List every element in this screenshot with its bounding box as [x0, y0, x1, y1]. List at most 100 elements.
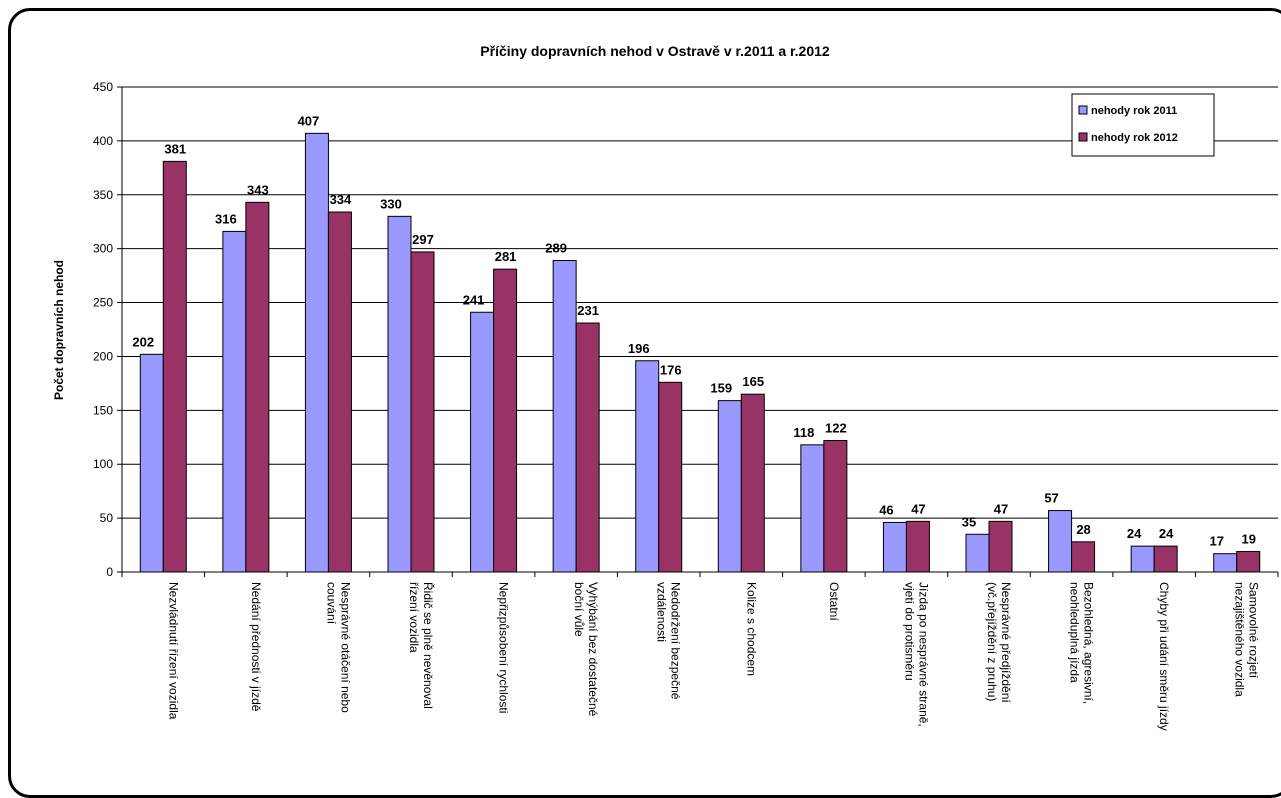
y-tick-label: 400: [93, 134, 113, 148]
data-label-2012: 165: [742, 374, 764, 389]
data-label-2011: 241: [463, 292, 485, 307]
bar-2011: [1048, 510, 1073, 573]
category-label: nezajištěného vozidla: [1233, 582, 1247, 697]
bar-2011: [222, 230, 247, 573]
category-label: Nesprávné otáčení nebo: [338, 582, 352, 713]
data-label-2011: 57: [1044, 491, 1058, 506]
category-label: Nezvládnutí řízení vozidla: [166, 582, 180, 720]
data-label-2011: 407: [298, 113, 320, 128]
category-label: Jízda po nesprávné straně,: [916, 582, 930, 727]
category-label: Samovolné rozjetí: [1247, 582, 1261, 679]
bar-2011: [139, 353, 164, 573]
y-tick-label: 100: [93, 457, 113, 471]
data-label-2012: 381: [164, 141, 186, 156]
data-label-2012: 47: [911, 501, 925, 516]
bar-2012: [162, 160, 187, 573]
category-label: Chyby při udání směru jízdy: [1157, 582, 1171, 731]
data-label-2012: 47: [994, 501, 1008, 516]
data-label-2011: 24: [1127, 526, 1142, 541]
category-label: Bezohledná, agresivní,: [1082, 582, 1096, 704]
data-label-2011: 202: [132, 334, 154, 349]
bar-2011: [717, 400, 742, 573]
data-label-2012: 343: [247, 182, 269, 197]
legend: nehody rok 2011 nehody rok 2012: [1071, 93, 1215, 157]
bar-2012: [658, 381, 683, 573]
y-tick-label: 150: [93, 403, 113, 417]
bar-2012: [327, 211, 352, 573]
data-label-2011: 17: [1209, 534, 1223, 549]
data-label-2012: 297: [412, 232, 434, 247]
legend-box: [1071, 93, 1215, 157]
bar-2012: [988, 520, 1013, 573]
bar-2011: [800, 444, 825, 573]
category-label: Kolize s chodcem: [744, 582, 758, 676]
y-tick-label: 200: [93, 349, 113, 363]
bar-2011: [965, 533, 990, 573]
data-label-2012: 334: [330, 192, 352, 207]
data-label-2011: 330: [380, 196, 402, 211]
bar-2011: [304, 132, 329, 573]
category-label: Vyhýbání bez dostatečné: [586, 582, 600, 717]
category-label: (vč.přejíždění z pruhu): [985, 582, 999, 701]
data-label-2012: 281: [495, 249, 517, 264]
bar-2012: [905, 520, 930, 573]
data-label-2011: 316: [215, 211, 237, 226]
data-label-2011: 46: [879, 502, 893, 517]
category-label: vjetí do protisměru: [902, 582, 916, 681]
bar-2011: [552, 260, 577, 573]
category-label: boční vůle: [572, 582, 586, 637]
y-tick-label: 250: [93, 296, 113, 310]
data-label-2012: 24: [1159, 526, 1174, 541]
legend-swatch-2011: [1078, 105, 1088, 115]
data-labels: 202 381 316 343 407 334 330 297 241 281 289 231 196 1…: [132, 113, 1256, 548]
bar-2012: [1236, 551, 1261, 573]
category-label: neohleduplná jízda: [1068, 582, 1082, 683]
data-label-2012: 122: [825, 421, 847, 436]
category-label: Nedodržení bezpečné: [669, 582, 683, 700]
bar-2012: [245, 201, 270, 573]
category-label: Nesprávné předjíždění: [999, 582, 1013, 703]
category-label: Nepřizpůsobení rychlosti: [497, 582, 511, 713]
data-label-2012: 28: [1076, 522, 1090, 537]
y-tick-label: 300: [93, 242, 113, 256]
bar-2011: [387, 215, 412, 573]
data-label-2012: 19: [1241, 532, 1255, 547]
data-label-2011: 118: [793, 425, 814, 440]
data-label-2011: 35: [962, 514, 976, 529]
bar-2011: [635, 360, 660, 573]
category-labels: Nezvládnutí řízení vozidla Nedání přednos…: [166, 582, 1260, 731]
legend-label-2011: nehody rok 2011: [1091, 105, 1177, 117]
category-label: vzdálenosti: [655, 582, 669, 642]
data-label-2012: 176: [660, 362, 682, 377]
bar-2011: [882, 521, 907, 573]
y-tick-label: 0: [106, 565, 113, 579]
bar-2012: [493, 268, 518, 573]
bar-2011: [1213, 553, 1238, 573]
y-tick-label: 450: [93, 80, 113, 94]
chart-title: Příčiny dopravních nehod v Ostravě v r.2…: [480, 43, 830, 59]
bar-2012: [410, 251, 435, 573]
legend-label-2012: nehody rok 2012: [1091, 132, 1178, 144]
data-label-2011: 196: [628, 341, 650, 356]
bar-2012: [575, 322, 600, 573]
legend-swatch-2012: [1078, 132, 1088, 142]
data-label-2011: 289: [545, 241, 567, 256]
bars: [139, 132, 1261, 573]
data-label-2011: 159: [710, 381, 732, 396]
category-label: řízení vozidla: [407, 582, 421, 653]
category-label: Ostatní: [827, 582, 841, 621]
category-label: Řidič se plně nevěnoval: [421, 582, 436, 709]
y-tick-label: 50: [100, 511, 114, 525]
bar-2011: [1130, 545, 1155, 573]
bar-chart: Příčiny dopravních nehod v Ostravě v r.2…: [52, 43, 1279, 731]
bar-2012: [1153, 545, 1178, 573]
category-label: Nedání přednosti v jízdě: [249, 582, 263, 712]
bar-2012: [740, 393, 765, 573]
y-axis-title: Počet dopravních nehod: [52, 260, 66, 400]
axes: 0 50 100 150 200 250 300 350 400 450: [93, 80, 1279, 579]
category-label: couvání: [324, 582, 338, 625]
bar-2012: [1071, 541, 1096, 573]
y-tick-label: 350: [93, 188, 113, 202]
bar-2012: [823, 440, 848, 573]
bar-2011: [470, 311, 495, 573]
